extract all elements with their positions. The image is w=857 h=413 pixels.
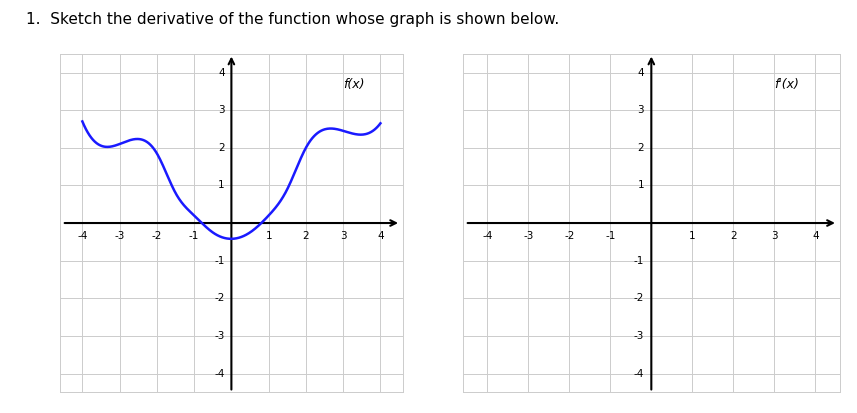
Text: -1: -1 <box>189 231 200 241</box>
Text: 2: 2 <box>730 231 737 241</box>
Text: -1: -1 <box>633 256 644 266</box>
Text: 4: 4 <box>638 67 644 78</box>
Text: -2: -2 <box>564 231 574 241</box>
Text: -3: -3 <box>214 331 225 341</box>
Text: 4: 4 <box>377 231 384 241</box>
Text: 2: 2 <box>218 143 225 153</box>
Text: -2: -2 <box>633 293 644 303</box>
Text: 1: 1 <box>689 231 696 241</box>
Text: -3: -3 <box>115 231 125 241</box>
Text: f(x): f(x) <box>344 78 365 90</box>
Text: 3: 3 <box>218 105 225 115</box>
Text: 3: 3 <box>638 105 644 115</box>
Text: -4: -4 <box>633 368 644 379</box>
Text: 1.  Sketch the derivative of the function whose graph is shown below.: 1. Sketch the derivative of the function… <box>26 12 559 27</box>
Text: -3: -3 <box>523 231 534 241</box>
Text: -4: -4 <box>214 368 225 379</box>
Text: f'(x): f'(x) <box>774 78 799 90</box>
Text: 3: 3 <box>771 231 777 241</box>
Text: 3: 3 <box>340 231 346 241</box>
Text: -4: -4 <box>482 231 493 241</box>
Text: 4: 4 <box>812 231 818 241</box>
Text: -4: -4 <box>77 231 87 241</box>
Text: 1: 1 <box>218 180 225 190</box>
Text: 1: 1 <box>266 231 272 241</box>
Text: -2: -2 <box>214 293 225 303</box>
Text: 2: 2 <box>303 231 309 241</box>
Text: -1: -1 <box>605 231 615 241</box>
Text: -1: -1 <box>214 256 225 266</box>
Text: -3: -3 <box>633 331 644 341</box>
Text: 1: 1 <box>638 180 644 190</box>
Text: 4: 4 <box>218 67 225 78</box>
Text: -2: -2 <box>152 231 162 241</box>
Text: 2: 2 <box>638 143 644 153</box>
